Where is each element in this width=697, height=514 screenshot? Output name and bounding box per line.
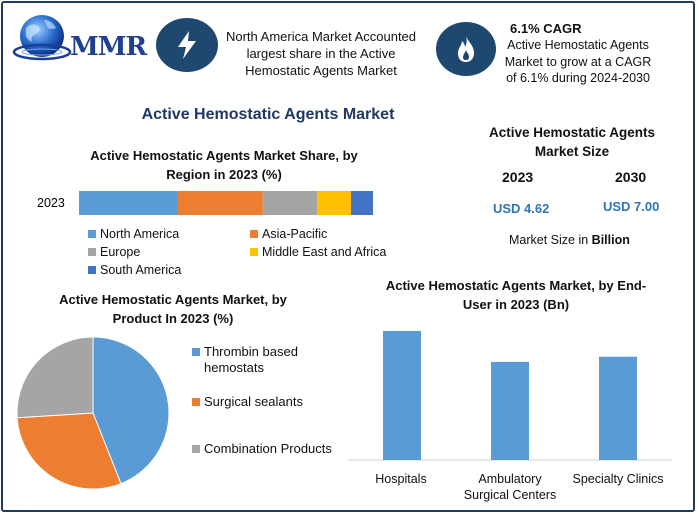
region-legend-europe: Europe	[88, 245, 140, 259]
region-legend-south-america: South America	[88, 263, 181, 277]
product-chart-title: Active Hemostatic Agents Market, by Prod…	[59, 292, 287, 326]
size-note-unit: Billion	[591, 233, 630, 247]
legend-swatch	[88, 248, 96, 256]
size-note: Market Size in Billion	[509, 233, 630, 247]
size-year-2030: 2030	[615, 169, 647, 185]
size-value-2023: USD 4.62	[493, 201, 550, 216]
region-stacked-bar-chart: 2023	[37, 191, 373, 215]
info1-text: North America Market Accounted largest s…	[225, 29, 417, 78]
region-bar-asia-pacific	[177, 191, 263, 215]
info2-text: Active Hemostatic Agents Market to grow …	[504, 38, 652, 85]
legend-label: North America	[100, 227, 180, 241]
logo-text: MMR	[70, 32, 147, 62]
legend-label: Surgical sealants	[204, 394, 303, 409]
main-title: Active Hemostatic Agents Market	[141, 106, 395, 123]
region-chart-title: Active Hemostatic Agents Market Share, b…	[90, 148, 358, 182]
enduser-bar-ambulatory-surgical-centers	[491, 361, 529, 460]
cagr-title: 6.1% CAGR	[510, 21, 582, 36]
product-pie-chart	[16, 336, 170, 490]
legend-swatch	[192, 445, 200, 453]
enduser-label-specialty-clinics: Specialty Clinics	[572, 472, 664, 486]
size-note-prefix: Market Size in	[509, 233, 592, 247]
enduser-bars	[383, 330, 637, 460]
region-bar-europe	[262, 191, 318, 215]
pie-slices	[16, 336, 170, 490]
legend-label: Thrombin based hemostats	[204, 344, 298, 375]
enduser-chart-title: Active Hemostatic Agents Market, by End-…	[385, 278, 647, 312]
lightning-icon	[178, 31, 196, 59]
pie-slice-thrombin-based-hemostats	[92, 336, 170, 485]
region-legend-north-america: North America	[88, 227, 179, 241]
flame-badge	[436, 22, 496, 76]
enduser-bar-hospitals	[383, 330, 421, 460]
enduser-label-hospitals: Hospitals	[375, 472, 427, 486]
legend-swatch	[192, 398, 200, 406]
legend-label: Europe	[100, 245, 141, 259]
legend-label: South America	[100, 263, 182, 277]
legend-swatch	[88, 230, 96, 238]
enduser-label-ambulatory-surgical-centers: Ambulatory Surgical Centers	[463, 472, 557, 502]
region-bar-north-america	[79, 191, 178, 215]
pie-slice-combination-products	[16, 336, 94, 419]
pie-slice-surgical-sealants	[16, 412, 122, 490]
mmr-logo: MMR	[12, 8, 147, 68]
region-legend-middle-east-and-africa: Middle East and Africa	[250, 245, 386, 259]
region-legend-asia-pacific: Asia-Pacific	[250, 227, 327, 241]
legend-label: Middle East and Africa	[262, 245, 387, 259]
legend-swatch	[88, 266, 96, 274]
product-legend-combination-products: Combination Products	[192, 441, 354, 457]
lightning-badge	[156, 18, 218, 72]
legend-label: Asia-Pacific	[262, 227, 328, 241]
product-legend-surgical-sealants: Surgical sealants	[192, 394, 354, 410]
legend-swatch	[250, 230, 258, 238]
enduser-bar-specialty-clinics	[599, 356, 637, 460]
region-bar-south-america	[350, 191, 373, 215]
region-bar-middle-east-and-africa	[317, 191, 351, 215]
market-size-title: Active Hemostatic Agents Market Size	[488, 125, 656, 159]
enduser-bar-chart	[348, 330, 672, 461]
legend-swatch	[250, 248, 258, 256]
legend-label: Combination Products	[204, 441, 332, 456]
region-bars	[79, 191, 373, 215]
size-year-2023: 2023	[502, 169, 534, 185]
product-legend-thrombin-based-hemostats: Thrombin based hemostats	[192, 344, 314, 376]
legend-swatch	[192, 348, 200, 356]
region-category-label: 2023	[37, 196, 65, 210]
size-value-2030: USD 7.00	[603, 199, 660, 214]
flame-icon	[458, 36, 474, 62]
globe-icon	[12, 15, 72, 61]
